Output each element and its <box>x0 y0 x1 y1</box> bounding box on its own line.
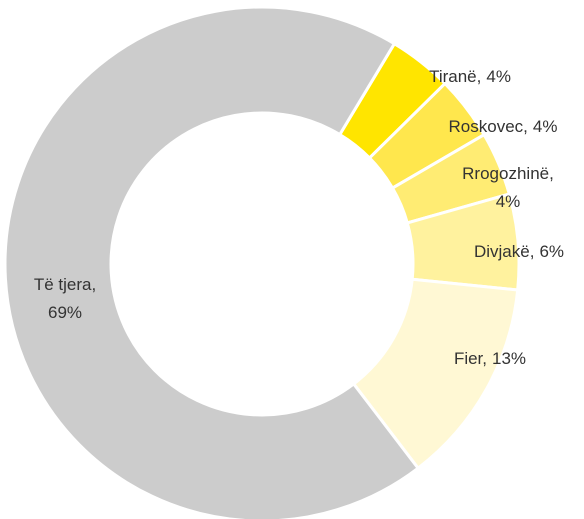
value-label: 4% <box>533 117 558 136</box>
category-label: Tiranë <box>429 67 477 86</box>
value-label: 13% <box>492 349 526 368</box>
value-label: 69% <box>48 303 82 322</box>
category-label: Rrogozhinë <box>462 164 549 183</box>
separator: , <box>530 242 535 261</box>
data-label: Tiranë, 4% <box>429 67 511 86</box>
data-label: Divjakë, 6% <box>474 242 564 261</box>
data-label: Rrogozhinë, 4% <box>462 164 554 211</box>
separator: , <box>477 67 482 86</box>
separator: , <box>549 164 554 183</box>
separator: , <box>523 117 528 136</box>
donut-slice <box>3 5 421 519</box>
data-label: Roskovec, 4% <box>449 117 558 136</box>
category-label: Roskovec <box>449 117 524 136</box>
separator: , <box>482 349 487 368</box>
data-label: Fier, 13% <box>454 349 526 368</box>
category-label: Fier <box>454 349 484 368</box>
value-label: 6% <box>539 242 564 261</box>
category-label: Divjakë <box>474 242 530 261</box>
category-label: Të tjera <box>34 275 92 294</box>
data-label: Të tjera, 69% <box>34 275 96 322</box>
separator: , <box>91 275 96 294</box>
value-label: 4% <box>486 67 511 86</box>
value-label: 4% <box>496 192 521 211</box>
